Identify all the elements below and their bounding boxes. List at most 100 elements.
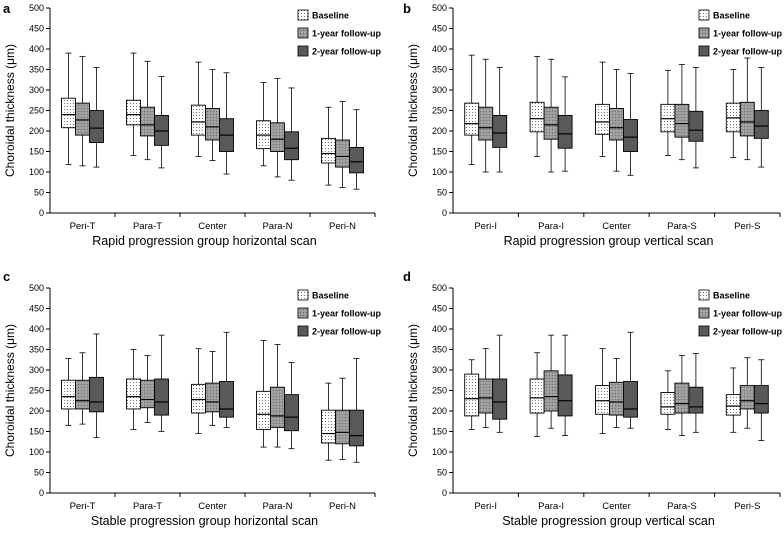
panel-letter: a [3, 1, 11, 16]
x-axis-title: Stable progression group vertical scan [502, 514, 715, 528]
legend-swatch [698, 289, 710, 301]
box-c-Para-T-0 [126, 349, 141, 430]
panel-letter: c [3, 269, 10, 284]
y-tick-label: 0 [39, 208, 44, 218]
box-b-Para-I-2 [557, 76, 573, 172]
box-a-Para-N-0 [256, 82, 271, 167]
legend-label: 1-year follow-up [713, 309, 783, 319]
y-tick-label: 150 [432, 147, 447, 157]
y-tick-label: 0 [442, 208, 447, 218]
legend-swatch [297, 307, 309, 319]
panel-b: b 0 50 100 150 200 250 300 350 400 450 500 Choroidal… [403, 1, 783, 248]
box-b-Peri-I-0 [464, 54, 480, 166]
iqr-box [492, 378, 508, 420]
box-d-Para-S-1 [674, 355, 690, 437]
box-c-Peri-N-0 [321, 382, 336, 461]
y-tick-label: 350 [29, 345, 44, 355]
x-tick-label: Center [198, 221, 227, 232]
iqr-box [75, 379, 90, 410]
iqr-box [89, 376, 104, 413]
x-tick-label: Para-S [667, 221, 697, 232]
iqr-box [739, 101, 755, 137]
box-d-Peri-S-1 [739, 357, 755, 429]
box-d-Center-0 [595, 348, 610, 434]
iqr-box [349, 409, 364, 447]
y-tick-label: 50 [437, 188, 447, 198]
iqr-box [623, 119, 638, 152]
iqr-box [321, 137, 336, 164]
iqr-box [557, 114, 573, 149]
iqr-box [609, 107, 624, 141]
iqr-box [492, 114, 508, 148]
iqr-box [61, 379, 76, 410]
iqr-box [595, 103, 610, 135]
y-tick-label: 350 [432, 345, 447, 355]
box-b-Peri-I-2 [492, 67, 508, 173]
iqr-box [543, 106, 559, 140]
box-c-Center-2 [219, 331, 234, 428]
iqr-box [61, 97, 76, 129]
iqr-box [205, 107, 220, 141]
iqr-box [688, 386, 704, 414]
iqr-box [660, 103, 676, 133]
y-tick-label: 400 [432, 44, 447, 54]
box-a-Para-T-0 [126, 52, 141, 157]
y-tick-label: 250 [29, 386, 44, 396]
box-d-Peri-I-0 [464, 359, 480, 430]
box-a-Peri-N-0 [321, 106, 336, 186]
box-c-Center-0 [191, 348, 206, 434]
y-tick-label: 400 [29, 44, 44, 54]
y-tick-label: 250 [432, 386, 447, 396]
box-d-Para-S-2 [688, 353, 704, 433]
box-d-Center-2 [623, 331, 638, 429]
x-tick-label: Peri-I [474, 221, 497, 232]
iqr-box [75, 102, 90, 136]
iqr-box [335, 139, 350, 168]
y-tick-label: 150 [29, 427, 44, 437]
y-tick-label: 500 [29, 283, 44, 293]
y-tick-label: 500 [432, 283, 447, 293]
box-b-Para-I-1 [543, 58, 559, 173]
x-tick-label: Peri-S [734, 221, 760, 232]
iqr-box [478, 378, 494, 414]
iqr-box [529, 101, 545, 133]
box-a-Peri-T-1 [75, 55, 90, 167]
x-tick-label: Para-T [133, 501, 162, 512]
y-tick-label: 100 [29, 167, 44, 177]
y-tick-label: 500 [432, 3, 447, 13]
y-tick-label: 300 [432, 85, 447, 95]
box-a-Center-2 [219, 72, 234, 175]
legend-label: 1-year follow-up [713, 29, 783, 39]
box-a-Para-N-1 [270, 78, 285, 178]
legend-label: Baseline [312, 291, 349, 301]
iqr-box [154, 378, 169, 416]
box-c-Para-T-1 [140, 355, 155, 423]
box-a-Para-T-2 [154, 76, 169, 169]
legend-swatch [698, 27, 710, 39]
y-tick-label: 450 [29, 304, 44, 314]
y-tick-label: 100 [432, 167, 447, 177]
legend-swatch [297, 45, 309, 57]
iqr-box [126, 378, 141, 410]
box-d-Peri-I-2 [492, 334, 508, 433]
iqr-box [335, 409, 350, 445]
y-tick-label: 0 [39, 488, 44, 498]
legend-swatch [698, 325, 710, 337]
box-c-Peri-T-0 [61, 358, 76, 426]
x-axis-title: Rapid progression group horizontal scan [92, 234, 316, 248]
iqr-box [543, 370, 559, 412]
iqr-box [464, 102, 480, 136]
iqr-box [191, 383, 206, 414]
box-c-Peri-T-1 [75, 352, 90, 425]
box-d-Para-I-0 [529, 352, 545, 437]
y-tick-label: 150 [432, 427, 447, 437]
box-a-Center-0 [191, 61, 206, 157]
y-tick-label: 450 [432, 304, 447, 314]
y-tick-label: 350 [29, 65, 44, 75]
x-tick-label: Peri-I [474, 501, 497, 512]
legend-label: 1-year follow-up [312, 309, 382, 319]
box-b-Peri-S-1 [739, 57, 755, 161]
y-tick-label: 50 [437, 468, 447, 478]
iqr-box [557, 374, 573, 417]
